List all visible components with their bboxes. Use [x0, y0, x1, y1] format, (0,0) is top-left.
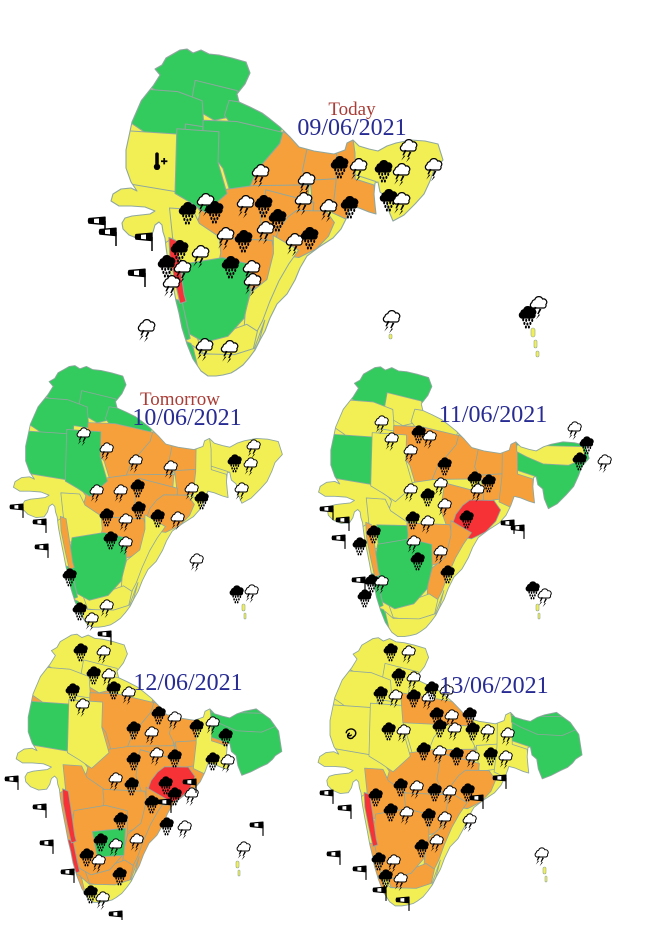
svg-text:09/06/2021: 09/06/2021: [297, 115, 406, 141]
svg-text:10/06/2021: 10/06/2021: [132, 405, 241, 431]
svg-text:12/06/2021: 12/06/2021: [133, 670, 242, 696]
svg-text:Tomorrow: Tomorrow: [140, 389, 220, 410]
svg-text:13/06/2021: 13/06/2021: [439, 673, 548, 699]
svg-text:Today: Today: [328, 99, 376, 120]
svg-text:11/06/2021: 11/06/2021: [439, 402, 547, 428]
